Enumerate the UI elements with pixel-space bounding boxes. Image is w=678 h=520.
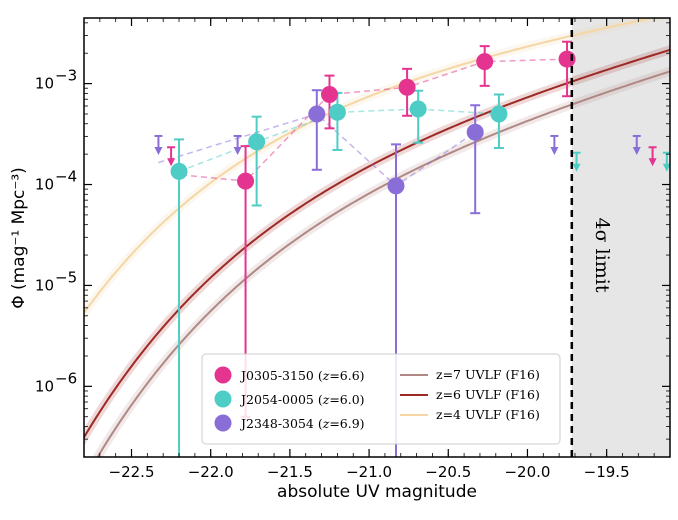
connector-0 (171, 58, 568, 182)
limit-arrow-1-0 (572, 163, 581, 172)
point-2-2 (466, 123, 484, 141)
point-1-0 (170, 162, 188, 180)
legend-curve-label-2: z=4 UVLF (F16) (436, 407, 540, 422)
x-tick-label-1: −22.0 (188, 463, 234, 481)
y-axis-ticks: 10−610−510−410−3 (35, 22, 670, 458)
uvlf-curve-0 (96, 70, 670, 457)
connector-1 (178, 108, 500, 173)
y-axis-label: Φ (mag⁻¹ Mpc⁻³) (9, 167, 29, 309)
point-2-1 (387, 177, 405, 195)
limit-shaded-region (571, 18, 670, 457)
point-0-1 (320, 85, 338, 103)
y-tick-exp-3: −3 (55, 67, 77, 85)
y-tick-exp-2: −4 (55, 168, 77, 186)
x-tick-label-5: −20.0 (504, 463, 550, 481)
limit-arrow-0-0 (167, 158, 176, 167)
limit-arrow-1-1 (662, 163, 670, 172)
legend-label-1: J2054-0005 (z=6.0) (239, 392, 365, 407)
point-1-3 (409, 100, 427, 118)
x-axis-label: absolute UV magnitude (277, 482, 477, 502)
legend-curve-label-0: z=7 UVLF (F16) (436, 367, 540, 382)
point-1-1 (248, 133, 266, 151)
y-tick-label-1: 10 (35, 276, 54, 294)
legend-marker-0 (214, 366, 232, 384)
data-points (170, 50, 576, 195)
point-0-2 (398, 78, 416, 96)
legend-curve-label-1: z=6 UVLF (F16) (436, 387, 540, 402)
y-tick-exp-0: −6 (55, 369, 77, 387)
uvlf-curve-1 (84, 48, 670, 440)
point-1-4 (490, 105, 508, 123)
limit-arrow-0-1 (648, 158, 657, 167)
x-tick-label-6: −19.5 (584, 463, 630, 481)
uvlf-curve-2 (84, 18, 658, 315)
point-1-2 (328, 103, 346, 121)
legend-box (201, 353, 561, 445)
upper-limit-arrows (154, 134, 670, 172)
point-0-3 (476, 53, 494, 71)
limit-arrow-2-2 (550, 146, 559, 155)
x-tick-label-3: −21.0 (346, 463, 392, 481)
y-tick-label-0: 10 (35, 377, 54, 395)
uvlf-curves (84, 18, 670, 457)
legend-label-0: J0305-3150 (z=6.6) (239, 368, 365, 383)
legend: J0305-3150 (z=6.6) J2054-0005 (z=6.0) J234… (201, 353, 561, 445)
x-axis-ticks: −22.5 −22.0 −21.5 −21.0 −20.5 −20.0 −19.5 (99, 18, 655, 481)
y-tick-exp-1: −5 (55, 268, 77, 286)
legend-marker-2 (214, 414, 232, 432)
x-tick-label-2: −21.5 (267, 463, 313, 481)
x-tick-label-4: −20.5 (425, 463, 471, 481)
y-tick-label-3: 10 (35, 75, 54, 93)
limit-arrow-2-0 (154, 146, 163, 155)
legend-marker-1 (214, 390, 232, 408)
limit-arrow-2-1 (233, 146, 242, 155)
point-0-0 (237, 172, 255, 190)
limit-arrow-2-3 (632, 146, 641, 155)
legend-label-2: J2348-3054 (z=6.9) (239, 416, 365, 431)
limit-label: 4σ limit (591, 218, 613, 293)
x-tick-label-0: −22.5 (109, 463, 155, 481)
y-tick-label-2: 10 (35, 176, 54, 194)
point-2-0 (308, 105, 326, 123)
